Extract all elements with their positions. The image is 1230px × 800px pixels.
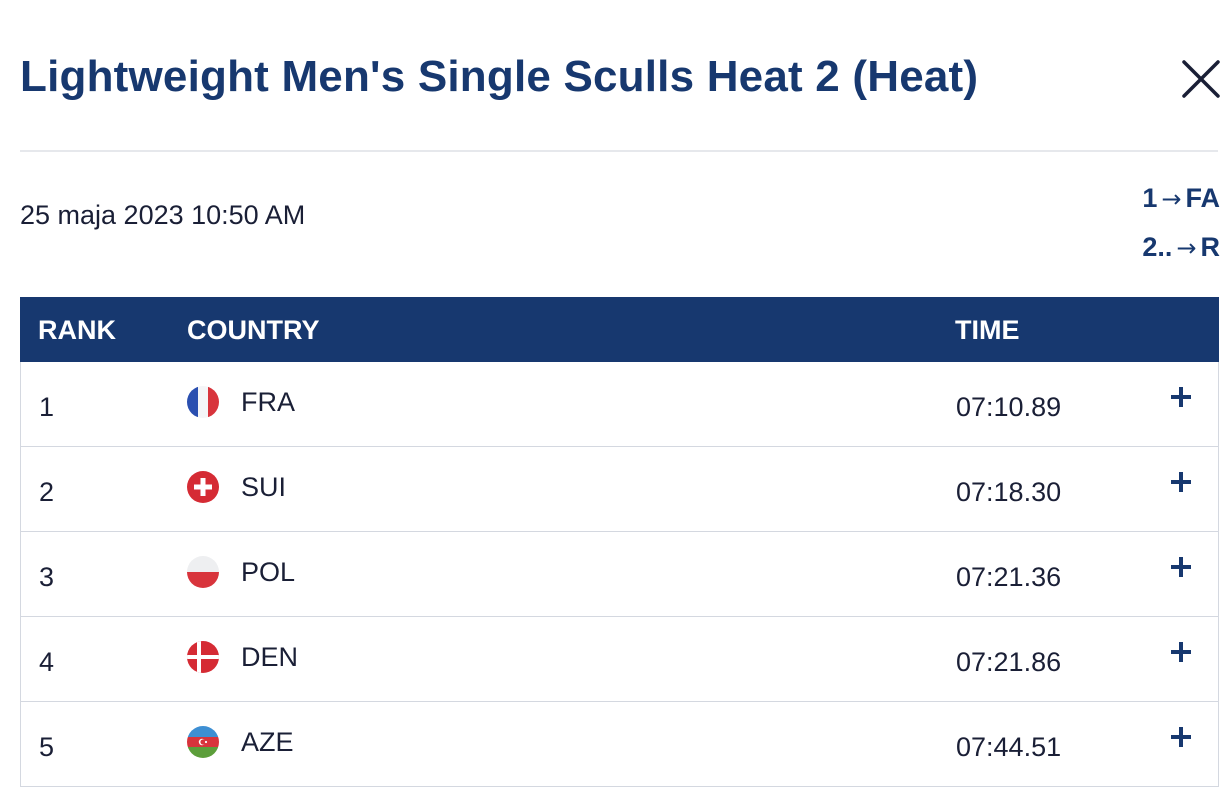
expand-row-button[interactable] <box>1167 724 1195 752</box>
expand-row-button[interactable] <box>1167 554 1195 582</box>
country-code: AZE <box>241 727 294 757</box>
progression-rule: 2.. → R <box>1142 223 1220 272</box>
progression-rule: 1 → FA <box>1142 174 1220 223</box>
race-datetime: 25 maja 2023 10:50 AM <box>20 200 306 230</box>
table-row[interactable]: 5 AZE 07:44.51 <box>20 702 1219 787</box>
plus-icon <box>1171 557 1191 577</box>
table-row[interactable]: 1 FRA 07:10.89 <box>20 362 1219 447</box>
column-header-time: TIME <box>955 315 1020 345</box>
country-code: FRA <box>241 387 295 417</box>
column-header-rank: RANK <box>38 315 116 345</box>
header-divider <box>20 150 1218 152</box>
time-cell: 07:18.30 <box>956 477 1062 507</box>
progression-ranks: 2.. <box>1142 232 1173 262</box>
results-table: RANK COUNTRY TIME 1 FRA 07:10.89 2 SUI 0… <box>20 297 1219 787</box>
arrow-right-icon: → <box>1176 234 1197 262</box>
progression-target: R <box>1200 232 1221 262</box>
country-code: DEN <box>241 642 299 672</box>
france-flag-icon <box>187 386 219 418</box>
rank-cell: 4 <box>39 647 55 677</box>
rank-cell: 5 <box>39 732 55 762</box>
time-cell: 07:44.51 <box>956 732 1062 762</box>
progression-target: FA <box>1185 183 1220 213</box>
expand-row-button[interactable] <box>1167 384 1195 412</box>
plus-icon <box>1171 727 1191 747</box>
plus-icon <box>1171 642 1191 662</box>
table-row[interactable]: 2 SUI 07:18.30 <box>20 447 1219 532</box>
page-title: Lightweight Men's Single Sculls Heat 2 (… <box>20 52 979 101</box>
time-cell: 07:21.86 <box>956 647 1062 677</box>
plus-icon <box>1171 387 1191 407</box>
progression-rules: 1 → FA 2.. → R <box>1142 174 1220 272</box>
country-code: SUI <box>241 472 287 502</box>
rank-cell: 1 <box>39 392 55 422</box>
denmark-flag-icon <box>187 641 219 673</box>
expand-row-button[interactable] <box>1167 639 1195 667</box>
poland-flag-icon <box>187 556 219 588</box>
close-icon <box>1182 60 1220 98</box>
time-cell: 07:10.89 <box>956 392 1062 422</box>
table-row[interactable]: 3 POL 07:21.36 <box>20 532 1219 617</box>
azerbaijan-flag-icon <box>187 726 219 758</box>
column-header-country: COUNTRY <box>187 315 320 345</box>
switzerland-flag-icon <box>187 471 219 503</box>
table-row[interactable]: 4 DEN 07:21.86 <box>20 617 1219 702</box>
rank-cell: 2 <box>39 477 55 507</box>
arrow-right-icon: → <box>1161 185 1182 213</box>
time-cell: 07:21.36 <box>956 562 1062 592</box>
expand-row-button[interactable] <box>1167 469 1195 497</box>
close-button[interactable] <box>1180 58 1224 102</box>
results-table-header: RANK COUNTRY TIME <box>20 297 1219 362</box>
country-code: POL <box>241 557 296 587</box>
progression-ranks: 1 <box>1142 183 1158 213</box>
rank-cell: 3 <box>39 562 55 592</box>
plus-icon <box>1171 472 1191 492</box>
